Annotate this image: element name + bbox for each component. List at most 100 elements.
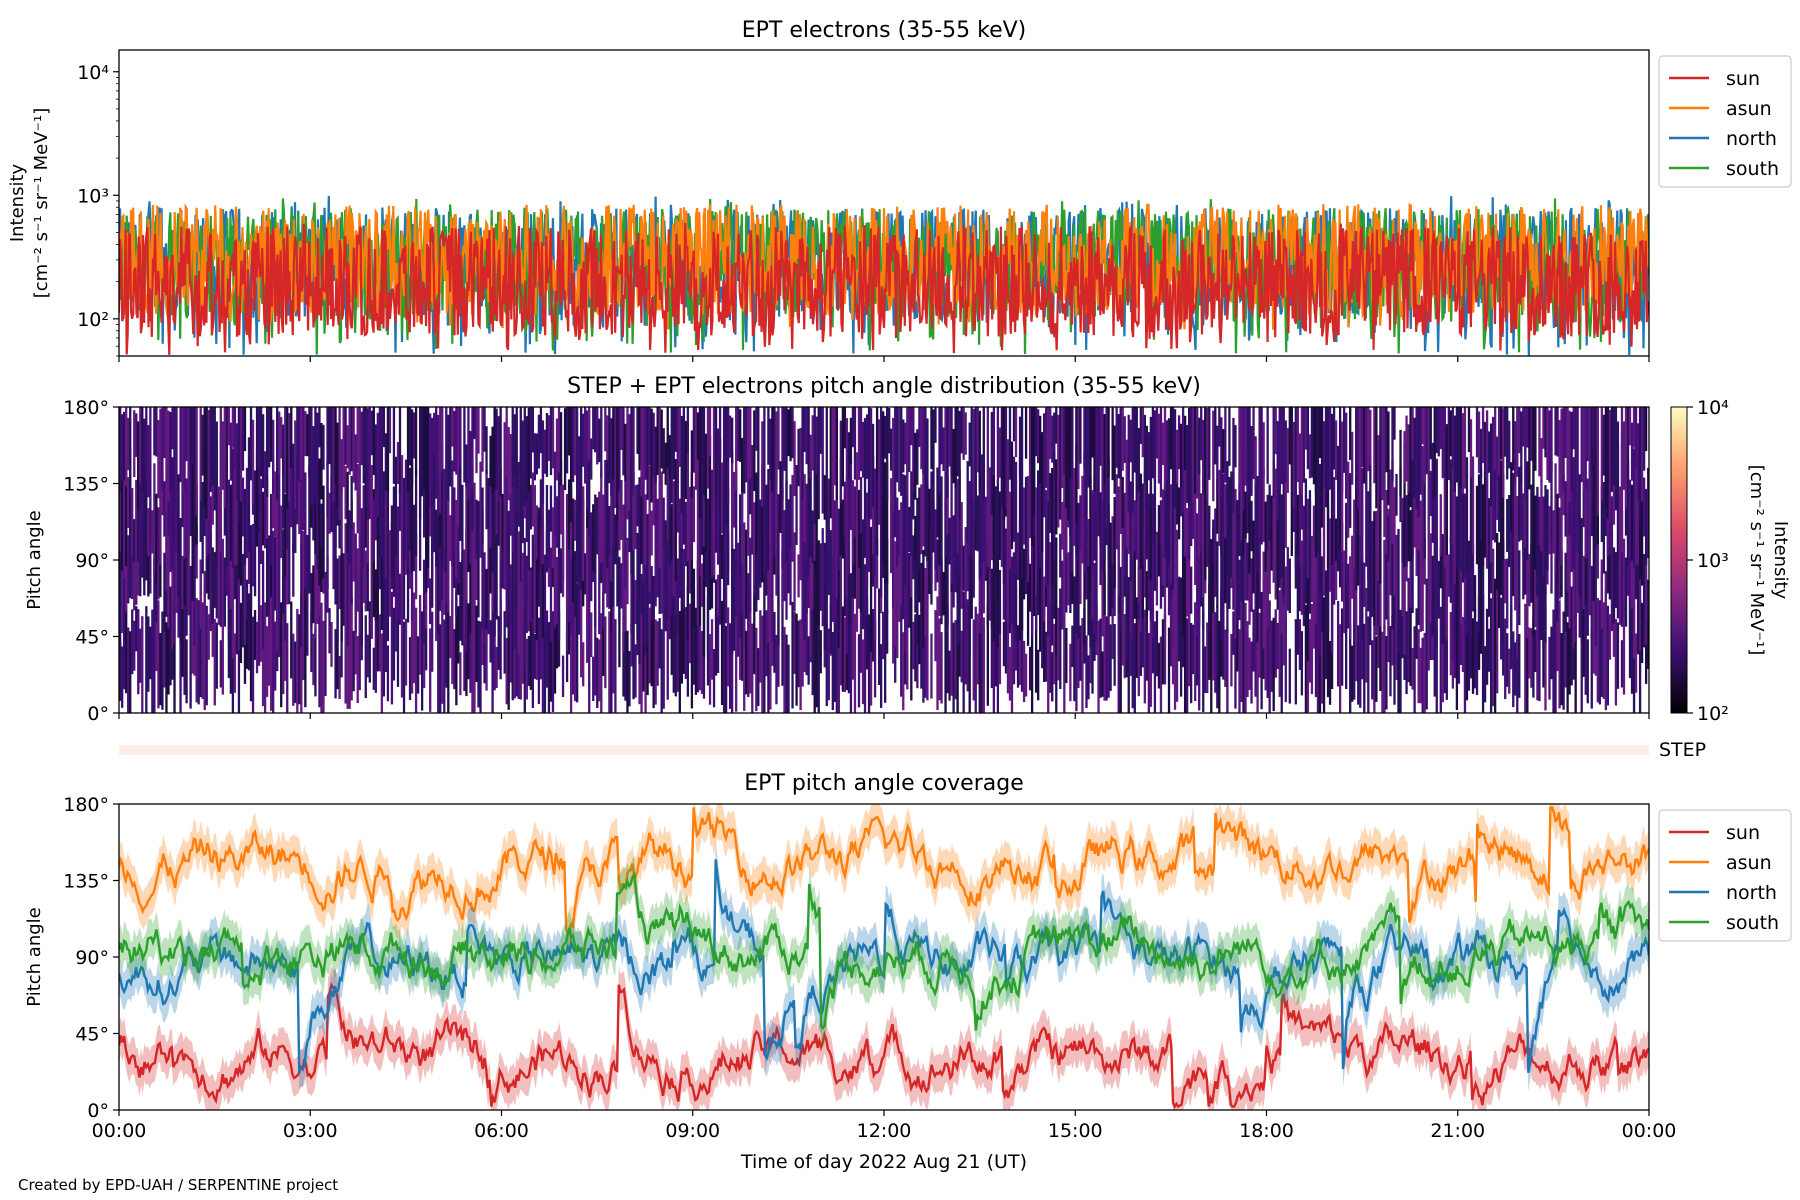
heatmap-cell bbox=[1383, 624, 1386, 713]
heatmap-cell bbox=[1022, 548, 1026, 600]
heatmap-cell bbox=[853, 613, 857, 713]
heatmap-cell bbox=[1143, 526, 1147, 598]
heatmap-cell bbox=[455, 590, 458, 706]
heatmap-cell bbox=[1620, 640, 1624, 688]
heatmap-cell bbox=[1300, 631, 1304, 696]
heatmap-cell bbox=[1089, 556, 1092, 648]
heatmap-cell bbox=[992, 448, 996, 552]
heatmap-cell bbox=[1644, 407, 1648, 452]
heatmap-cell bbox=[334, 509, 337, 605]
heatmap-cell bbox=[199, 407, 202, 501]
heatmap-cell bbox=[1198, 467, 1201, 558]
heatmap-cell bbox=[503, 611, 506, 674]
heatmap-cell bbox=[1276, 622, 1279, 669]
heatmap-cell bbox=[1049, 580, 1052, 693]
heatmap-cell bbox=[203, 588, 206, 711]
heatmap-cell bbox=[1427, 514, 1430, 627]
heatmap-cell bbox=[561, 484, 565, 597]
heatmap-cell bbox=[984, 496, 987, 574]
heatmap-cell bbox=[135, 413, 138, 457]
heatmap-cell bbox=[1202, 482, 1205, 598]
heatmap-cell bbox=[1163, 407, 1167, 492]
heatmap-cell bbox=[1312, 407, 1316, 485]
heatmap-cell bbox=[1540, 480, 1543, 551]
heatmap-cell bbox=[1288, 407, 1291, 465]
heatmap-cell bbox=[801, 407, 804, 500]
heatmap-cell bbox=[356, 464, 359, 534]
heatmap-cell bbox=[352, 522, 355, 582]
heatmap-cell bbox=[940, 407, 943, 465]
heatmap-cell bbox=[896, 544, 899, 659]
heatmap-cell bbox=[575, 407, 579, 508]
heatmap-cell bbox=[1604, 588, 1608, 711]
panel-1-ylabel-line2: [cm⁻² s⁻¹ sr⁻¹ MeV⁻¹] bbox=[31, 108, 52, 299]
heatmap-cell bbox=[489, 435, 492, 487]
heatmap-cell bbox=[1618, 486, 1622, 551]
heatmap-cell bbox=[161, 407, 164, 491]
heatmap-cell bbox=[799, 619, 802, 711]
heatmap-cell bbox=[1129, 481, 1132, 581]
heatmap-cell bbox=[1163, 485, 1167, 559]
heatmap-cell bbox=[1145, 425, 1149, 487]
heatmap-cell bbox=[1602, 414, 1606, 476]
heatmap-cell bbox=[257, 407, 261, 494]
heatmap-cell bbox=[286, 407, 289, 509]
heatmap-cell bbox=[1177, 487, 1181, 540]
heatmap-cell bbox=[1047, 536, 1050, 637]
heatmap-cell bbox=[773, 429, 776, 558]
series-band-asun bbox=[119, 804, 1649, 953]
heatmap-cell bbox=[314, 407, 317, 503]
heatmap-cell bbox=[775, 541, 778, 596]
heatmap-cell bbox=[692, 407, 696, 473]
heatmap-cell bbox=[843, 491, 847, 617]
heatmap-cell bbox=[344, 523, 347, 642]
heatmap-cell bbox=[261, 491, 265, 546]
heatmap-cell bbox=[1465, 457, 1469, 574]
heatmap-cell bbox=[861, 639, 865, 705]
heatmap-cell bbox=[1157, 642, 1161, 689]
heatmap-cell bbox=[1012, 552, 1016, 628]
heatmap-cell bbox=[191, 448, 194, 538]
heatmap-cell bbox=[1612, 462, 1616, 525]
series-line-sun bbox=[119, 222, 1649, 355]
heatmap-cell bbox=[1049, 542, 1052, 605]
heatmap-cell bbox=[698, 574, 702, 626]
heatmap-cell bbox=[1236, 499, 1239, 575]
heatmap-cell bbox=[952, 515, 955, 608]
heatmap-cell bbox=[1502, 629, 1505, 676]
legend-label-asun: asun bbox=[1726, 852, 1772, 874]
heatmap-cell bbox=[1520, 411, 1523, 485]
heatmap-cell bbox=[1407, 483, 1410, 562]
heatmap-cell bbox=[851, 595, 855, 680]
heatmap-cell bbox=[1530, 628, 1533, 688]
heatmap-cell bbox=[1381, 631, 1384, 713]
heatmap-cell bbox=[161, 474, 164, 516]
heatmap-cell bbox=[1119, 452, 1122, 534]
heatmap-cell bbox=[1367, 552, 1370, 612]
heatmap-cell bbox=[344, 606, 347, 704]
heatmap-cell bbox=[507, 516, 510, 635]
heatmap-cell bbox=[241, 554, 245, 648]
heatmap-cell bbox=[672, 407, 675, 480]
heatmap-cell bbox=[529, 569, 532, 622]
heatmap-cell bbox=[223, 557, 226, 627]
heatmap-cell bbox=[958, 549, 961, 643]
heatmap-cell bbox=[1642, 554, 1646, 648]
heatmap-cell bbox=[1043, 576, 1046, 622]
heatmap-cell bbox=[515, 407, 518, 488]
heatmap-cell bbox=[447, 554, 450, 613]
heatmap-cell bbox=[1153, 461, 1157, 544]
panel-2-xticks bbox=[118, 713, 1650, 719]
heatmap-cell bbox=[1141, 483, 1144, 566]
heatmap-cell bbox=[543, 554, 547, 630]
heatmap-cell bbox=[954, 407, 957, 488]
heatmap-cell bbox=[1351, 645, 1354, 702]
heatmap-cell bbox=[394, 456, 398, 558]
heatmap-cell bbox=[535, 433, 539, 475]
heatmap-cell bbox=[890, 478, 893, 574]
heatmap-cell bbox=[565, 530, 569, 651]
heatmap-cell bbox=[1393, 581, 1396, 705]
heatmap-cell bbox=[332, 473, 335, 532]
heatmap-cell bbox=[1198, 417, 1201, 475]
heatmap-cell bbox=[726, 488, 730, 572]
